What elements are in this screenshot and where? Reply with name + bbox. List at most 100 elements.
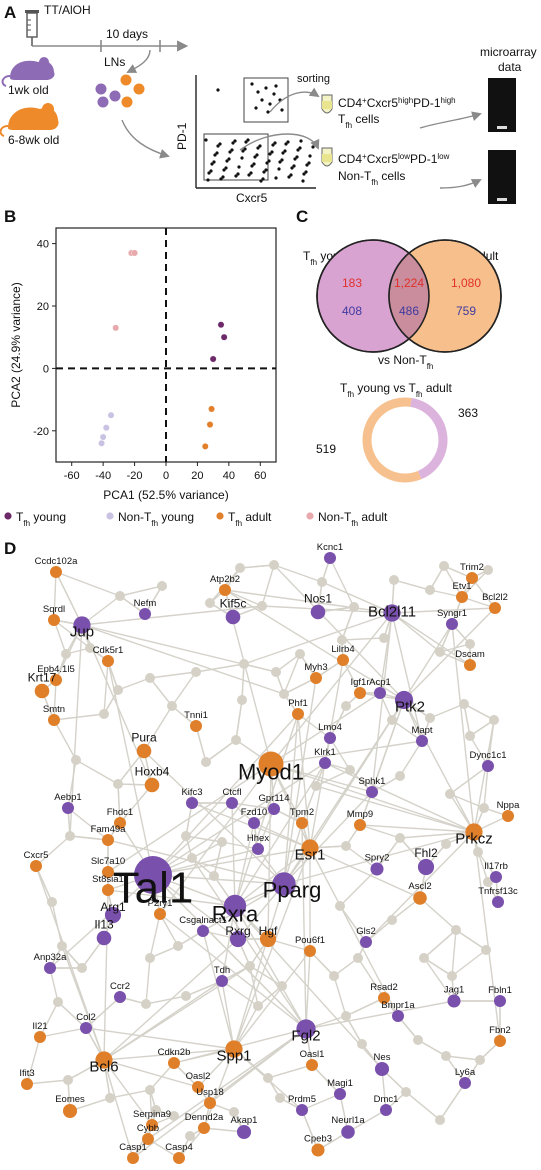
flow-dot: [224, 166, 228, 170]
network-node-unlabeled: [479, 803, 489, 813]
network-node-unlabeled: [53, 997, 63, 1007]
network-edge: [235, 699, 243, 741]
flow-dot: [268, 102, 272, 106]
flow-dot: [262, 170, 266, 174]
network-edge: [221, 980, 235, 1050]
network-node-label: Lilrb4: [331, 644, 354, 655]
network-node-label: Cdkn2b: [158, 1047, 191, 1058]
network-edge: [403, 607, 496, 701]
flow-dot: [284, 142, 288, 146]
network-edge: [26, 1079, 69, 1085]
lymph-node-dots: [95, 74, 145, 108]
network-node-unlabeled: [451, 925, 461, 935]
network-node-label: Oasl1: [300, 1049, 325, 1060]
network-edge: [152, 847, 311, 876]
network-edge: [149, 677, 173, 707]
network-edge: [197, 1048, 235, 1088]
network-edge: [321, 581, 393, 614]
network-edge: [149, 913, 161, 959]
network-node-label: Tnfrsf13c: [478, 886, 518, 897]
network-node-ifit3: Ifit3: [19, 1068, 35, 1090]
network-node-atp2b2: Atp2b2: [210, 574, 240, 596]
network-node-unlabeled: [379, 633, 389, 643]
network-node-unlabeled: [63, 1075, 73, 1085]
network-node-label: Akap1: [231, 1115, 258, 1126]
network-node-unlabeled: [425, 713, 435, 723]
network-edge: [473, 831, 501, 1042]
network-edge: [237, 883, 285, 940]
network-node-label: Mmp9: [347, 809, 373, 820]
flow-dot: [277, 167, 281, 171]
network-edge: [239, 564, 275, 569]
pca-reference-lines: [56, 228, 276, 462]
network-node-pura: Pura: [131, 731, 157, 759]
network-node-label: Fbln1: [488, 985, 512, 996]
network-edge: [159, 763, 272, 915]
network-node-krt17: Krt17: [28, 671, 57, 699]
network-node-label: Casp1: [119, 1142, 146, 1153]
flow-dot: [267, 159, 271, 163]
panel-a: A TT/AlOH 10 days 1wk old 6-8wk old: [0, 3, 537, 205]
flow-dot: [256, 146, 260, 150]
flow-dot: [304, 170, 308, 174]
network-node-akap1: Akap1: [231, 1115, 258, 1140]
network-node-unlabeled: [231, 735, 241, 745]
pca-point-series-3: [131, 249, 138, 257]
network-edge: [53, 619, 91, 649]
network-node-unlabeled: [99, 709, 109, 719]
network-node-unlabeled: [439, 561, 449, 571]
pca-point-series-0: [209, 355, 217, 363]
flow-dot: [225, 159, 229, 163]
network-node-unlabeled: [151, 1105, 161, 1115]
flow-dot: [216, 144, 220, 148]
network-edge: [451, 929, 457, 977]
network-node-cdk5r1: Cdk5r1: [93, 645, 123, 667]
flow-dot: [227, 157, 231, 161]
network-node-pparg: Pparg: [263, 872, 321, 903]
flow-dot: [243, 147, 247, 151]
flow-dot: [228, 150, 232, 154]
network-node-label: Ctcfl: [223, 787, 242, 798]
network-node-hoxb4: Hoxb4: [135, 765, 170, 793]
pca-x-tick-label: -60: [64, 470, 80, 482]
flow-dot: [210, 162, 214, 166]
network-node-anp32a: Anp32a: [34, 952, 67, 974]
network-node-nes: Nes: [374, 1052, 391, 1077]
network-edge: [423, 957, 453, 977]
network-node-unlabeled: [295, 649, 305, 659]
network-edge: [309, 847, 399, 1017]
flow-dot: [246, 138, 250, 142]
network-edge: [221, 980, 259, 1007]
network-node-unlabeled: [349, 602, 359, 612]
network-node-unlabeled: [191, 667, 201, 677]
network-edge: [345, 997, 385, 1017]
network-node-label: Bcl2l11: [368, 603, 416, 620]
network-node-rxra: Rxra: [212, 894, 259, 927]
flow-dot: [292, 164, 296, 168]
network-node-unlabeled: [61, 649, 71, 659]
network-node-label: Igf1r: [350, 677, 369, 688]
network-edge: [439, 1082, 466, 1121]
network-node-ly6a: Ly6a: [455, 1067, 476, 1089]
network-node-st8sia1: St8sia1: [92, 874, 124, 896]
network-node-unlabeled: [71, 755, 81, 765]
network-edge: [461, 569, 489, 598]
network-edge: [67, 807, 109, 841]
network-edge: [341, 637, 385, 641]
network-node-unlabeled: [401, 1087, 411, 1097]
network-node-myh3: Myh3: [304, 662, 328, 684]
pca-y-tick-label: 0: [43, 363, 49, 375]
microarray-label-2: data: [498, 60, 522, 74]
network-node-label: Col2: [76, 1012, 96, 1023]
network-edge: [117, 783, 121, 824]
adult-mouse-icon: [0, 103, 59, 137]
nontfh-tube-icon: [321, 147, 333, 167]
network-node-unlabeled: [145, 953, 155, 963]
network-edge: [103, 1059, 199, 1088]
network-node-unlabeled: [395, 833, 405, 843]
network-edge: [391, 612, 441, 653]
network-node-bcl2l2: Bcl2l2: [482, 592, 508, 614]
network-node-unlabeled: [201, 757, 211, 767]
network-edge: [231, 802, 236, 907]
network-edge: [270, 763, 475, 833]
